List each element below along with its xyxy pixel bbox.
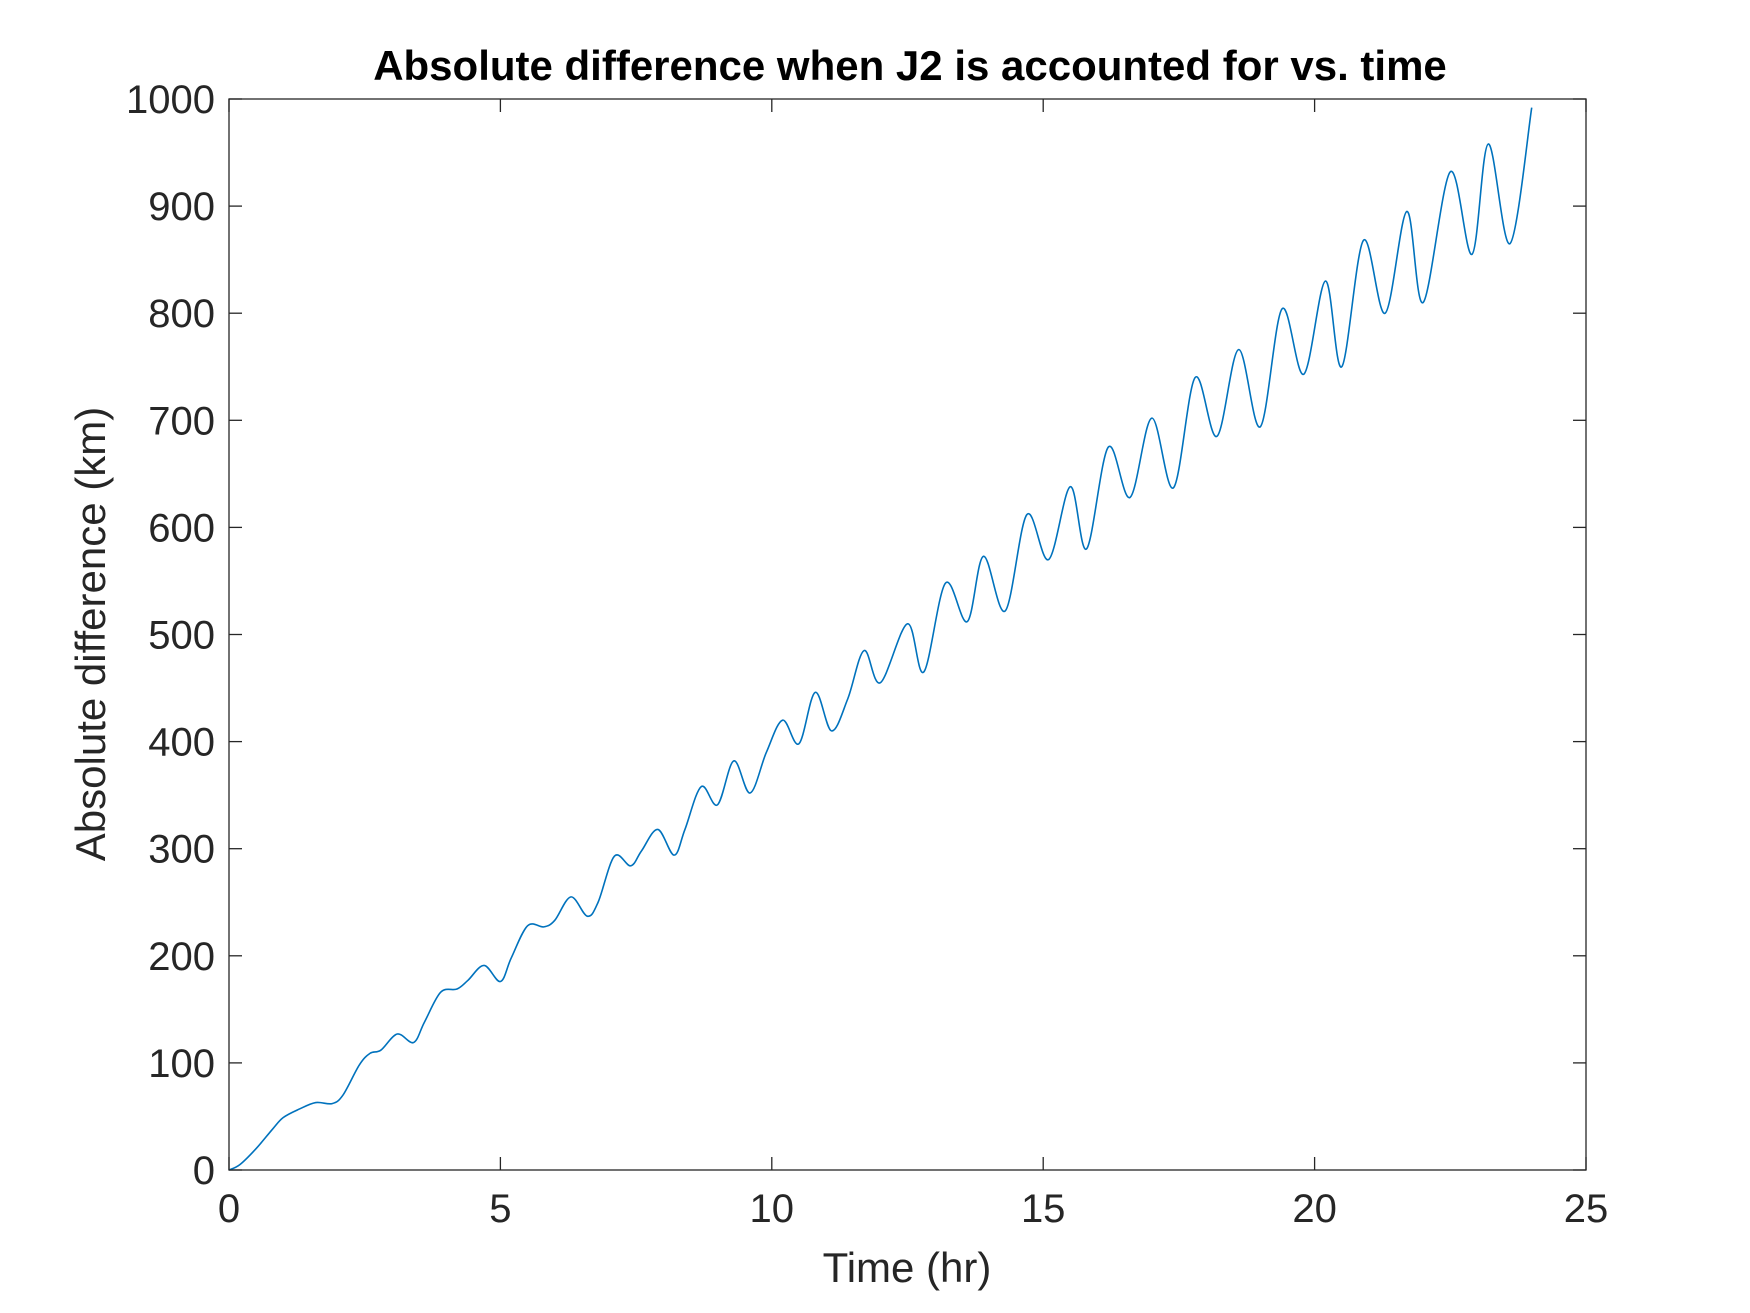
y-tick-labels: 0 100 200 300 400 500 600 700 800 900 1000 [126,78,215,1193]
y-tick-label: 900 [148,185,215,229]
x-axis-label: Time (hr) [823,1244,992,1291]
x-tick-label: 25 [1564,1187,1609,1231]
y-tick-label: 800 [148,292,215,336]
y-tick-label: 200 [148,935,215,979]
y-tick-label: 0 [193,1149,215,1193]
x-tick-label: 10 [750,1187,795,1231]
y-tick-label: 1000 [126,78,215,122]
data-line [228,107,1533,1171]
plot-box [228,98,1587,1171]
y-tick-label: 600 [148,506,215,550]
y-tick-label: 400 [148,721,215,765]
data-line-group [228,107,1533,1171]
y-axis-label: Absolute difference (km) [67,407,114,861]
x-tick-label: 20 [1292,1187,1337,1231]
x-tick-label: 0 [218,1187,240,1231]
y-tick-label: 300 [148,828,215,872]
x-tick-label: 5 [489,1187,511,1231]
y-tick-label: 500 [148,614,215,658]
x-tick-label: 15 [1021,1187,1066,1231]
plot-area [229,99,1586,1170]
y-tick-label: 700 [148,399,215,443]
x-tick-labels: 0 5 10 15 20 25 [218,1187,1608,1231]
chart-title: Absolute difference when J2 is accounted… [373,42,1447,89]
y-tick-label: 100 [148,1042,215,1086]
